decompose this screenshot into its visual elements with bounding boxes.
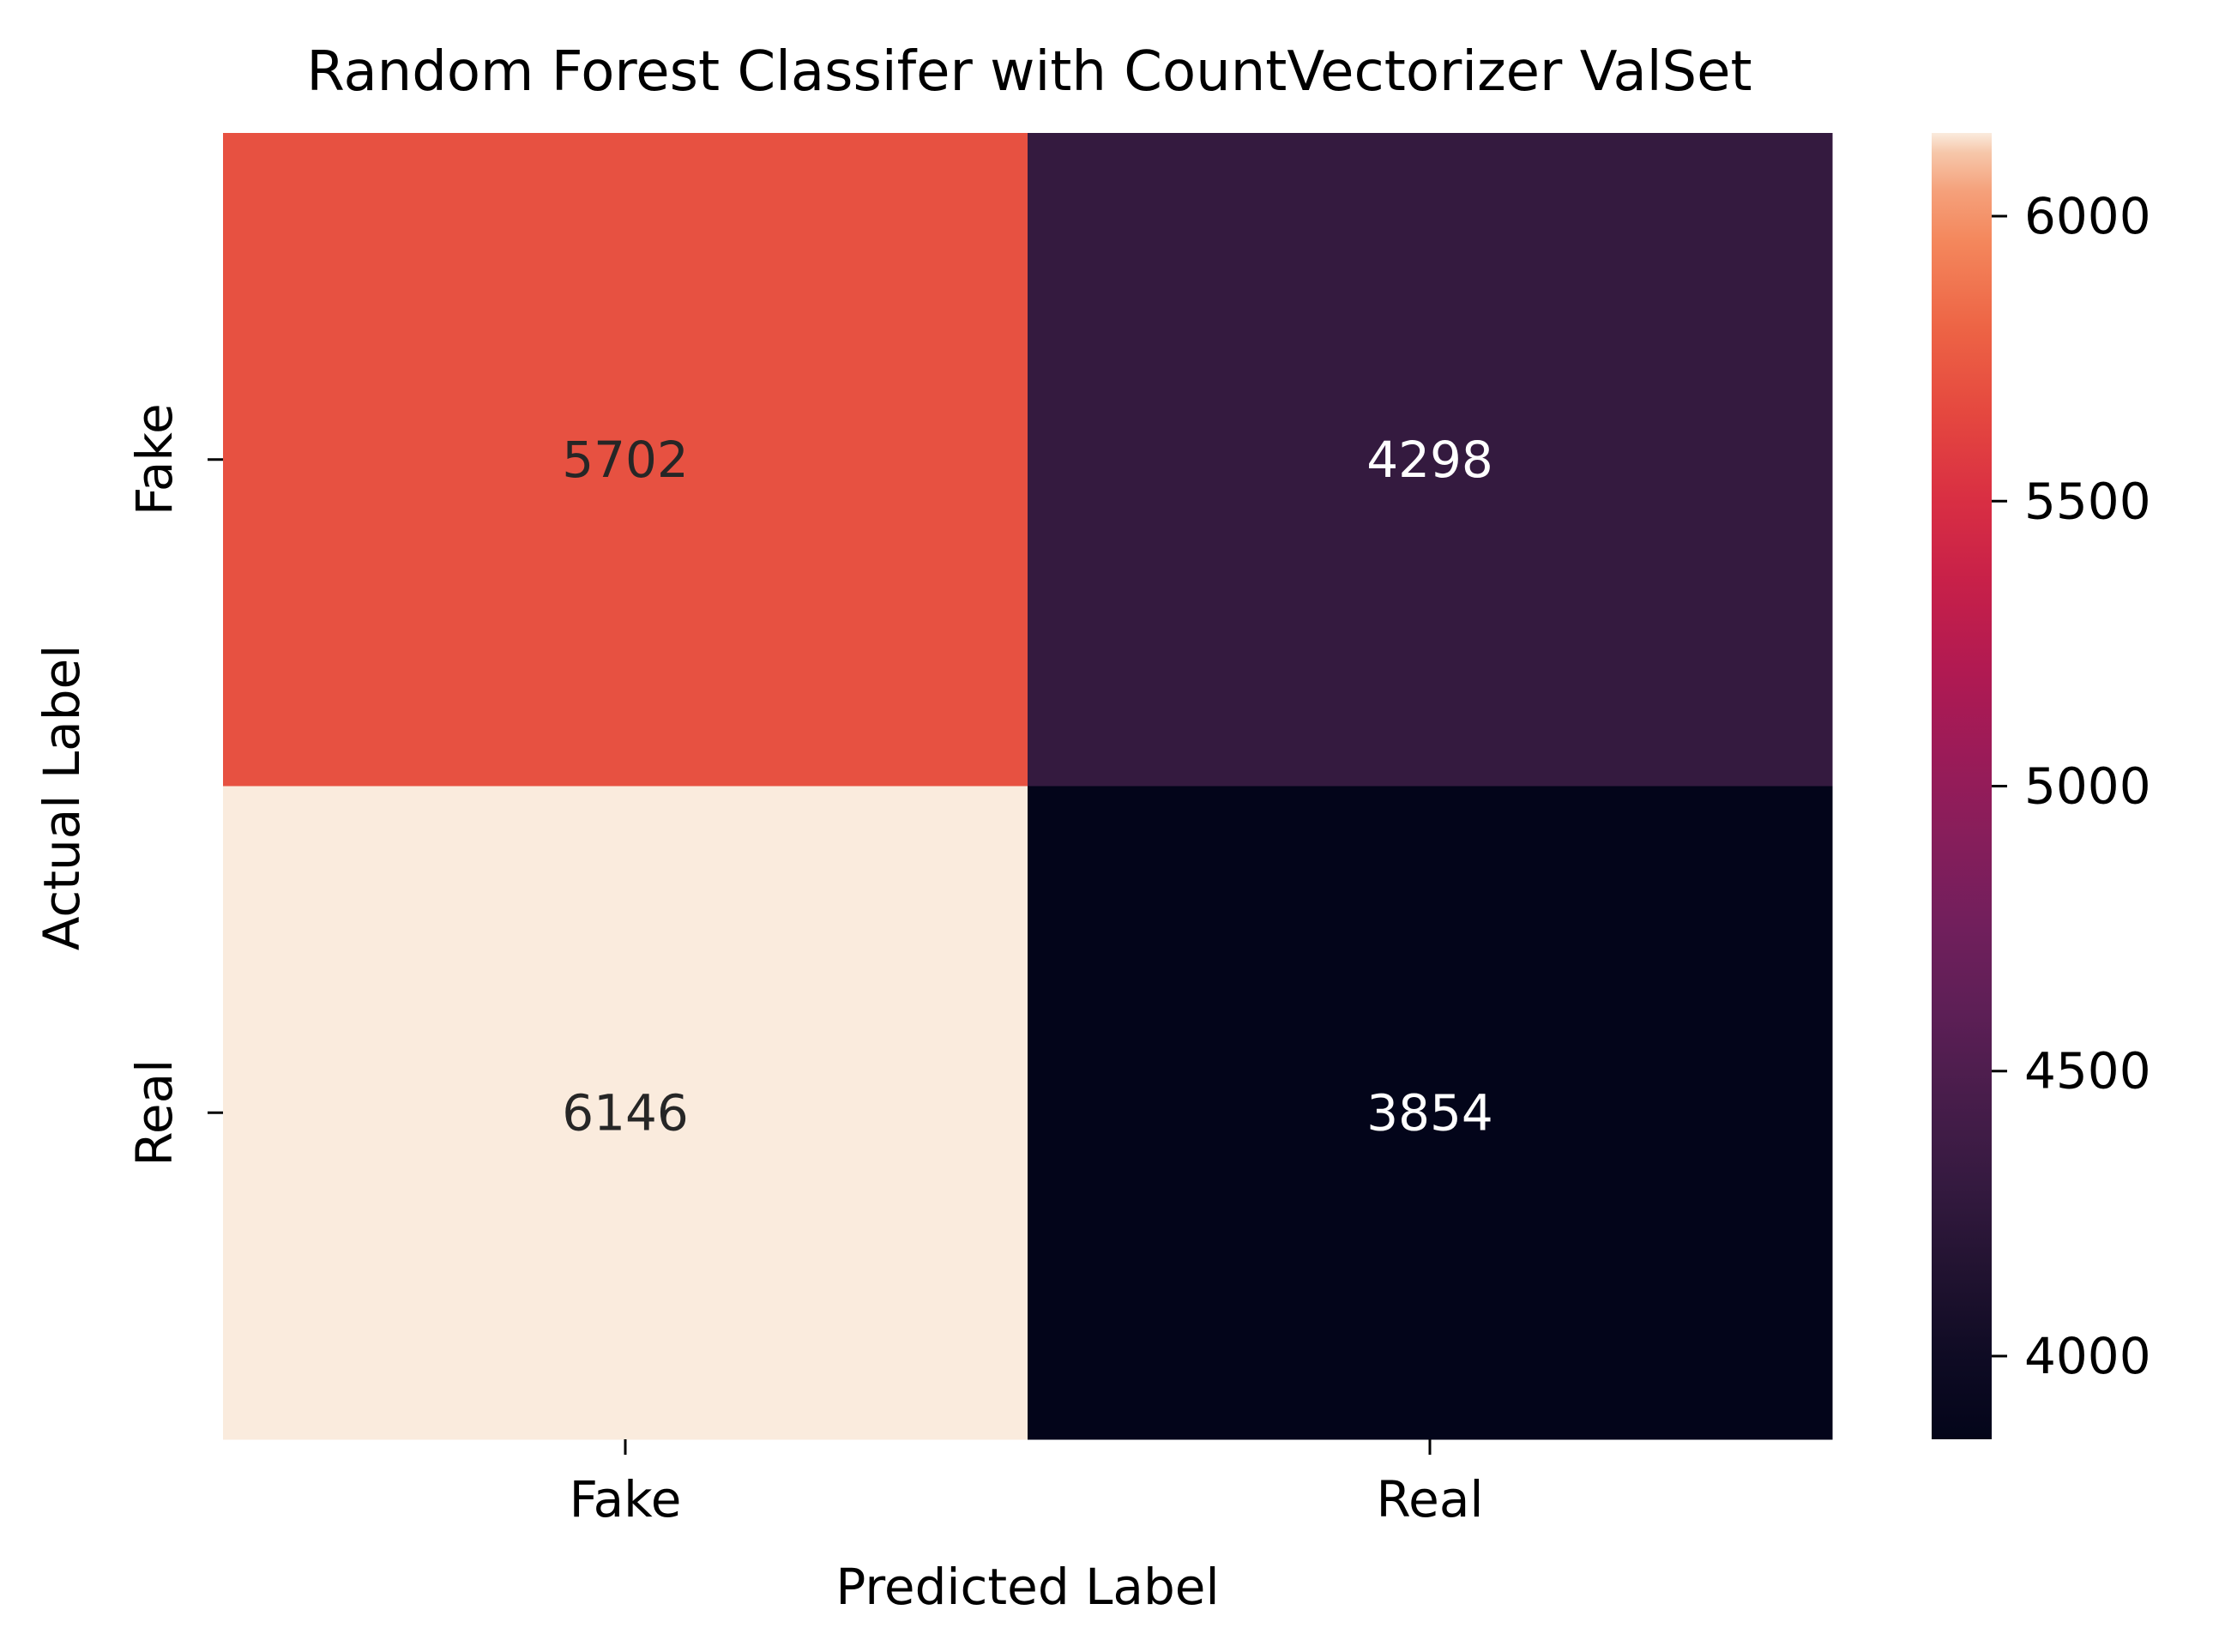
heatmap-cell-labels: 5702 4298 6146 3854	[562, 431, 1493, 1143]
cell-value-0-0: 5702	[562, 431, 689, 489]
y-axis-ticks: Fake Real	[125, 403, 223, 1167]
cell-value-1-0: 6146	[562, 1083, 689, 1142]
heatmap-cell-1-0	[223, 786, 1028, 1440]
x-tick-label-1: Real	[1376, 1470, 1483, 1528]
x-tick-label-0: Fake	[570, 1470, 682, 1528]
heatmap-cells	[223, 133, 1833, 1440]
y-tick-label-0: Fake	[125, 403, 184, 515]
colorbar-tick-label-3: 5500	[2024, 472, 2151, 530]
colorbar-tick-label-2: 5000	[2024, 757, 2151, 816]
colorbar-tick-label-1: 4500	[2024, 1042, 2151, 1100]
colorbar-tick-label-4: 6000	[2024, 187, 2151, 245]
x-axis-label: Predicted Label	[835, 1558, 1219, 1616]
cell-value-0-1: 4298	[1366, 431, 1493, 489]
heatmap-cell-0-1	[1028, 133, 1833, 787]
colorbar	[1932, 133, 1992, 1439]
heatmap-cell-0-0	[223, 133, 1028, 787]
x-axis-ticks: Fake Real	[570, 1439, 1484, 1528]
heatmap-cell-1-1	[1028, 786, 1833, 1440]
colorbar-ticks: 4000 4500 5000 5500 6000	[1992, 187, 2151, 1385]
chart-title: Random Forest Classifer with CountVector…	[306, 40, 1752, 104]
cell-value-1-1: 3854	[1366, 1083, 1493, 1142]
y-tick-label-1: Real	[125, 1059, 184, 1167]
colorbar-tick-label-0: 4000	[2024, 1327, 2151, 1385]
y-axis-label: Actual Label	[33, 645, 91, 951]
